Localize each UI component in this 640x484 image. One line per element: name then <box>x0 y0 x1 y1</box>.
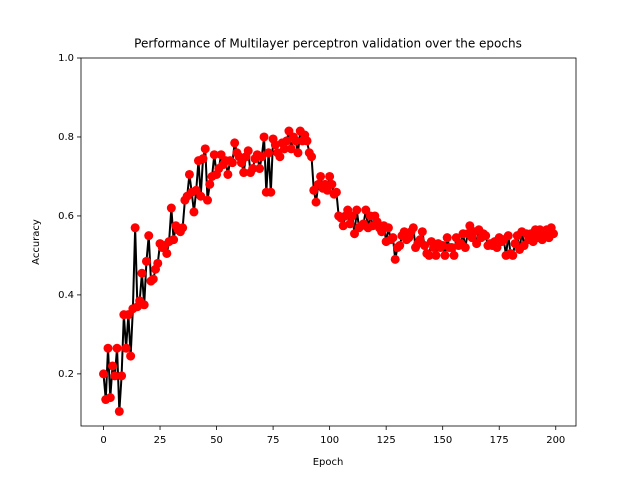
x-tick-label: 100 <box>320 435 339 446</box>
data-point <box>141 256 151 266</box>
data-point <box>209 150 219 160</box>
x-tick-label: 50 <box>210 435 223 446</box>
data-point <box>178 223 188 233</box>
x-tick-label: 150 <box>433 435 452 446</box>
data-point <box>460 243 470 253</box>
data-point <box>417 227 427 237</box>
data-point <box>440 250 450 260</box>
data-point <box>166 203 176 213</box>
data-point <box>449 250 459 260</box>
data-point <box>153 258 163 268</box>
data-point <box>307 152 317 162</box>
data-point <box>282 136 292 146</box>
data-point <box>275 152 285 162</box>
data-point <box>227 158 237 168</box>
data-point <box>316 171 326 181</box>
data-point <box>431 250 441 260</box>
data-point <box>408 223 418 233</box>
data-point <box>114 406 124 416</box>
data-point <box>112 343 122 353</box>
data-point <box>291 136 301 146</box>
y-axis-label: Accuracy <box>31 219 42 265</box>
data-point <box>259 132 269 142</box>
data-point <box>311 197 321 207</box>
data-point <box>327 179 337 189</box>
data-point <box>338 221 348 231</box>
data-point <box>390 254 400 264</box>
data-point <box>383 223 393 233</box>
x-tick-label: 200 <box>546 435 565 446</box>
data-point <box>345 219 355 229</box>
data-point <box>205 179 215 189</box>
data-point <box>270 140 280 150</box>
y-tick-label: 0.2 <box>58 369 74 380</box>
data-point <box>108 361 118 371</box>
x-tick-label: 25 <box>154 435 167 446</box>
x-tick-label: 75 <box>267 435 280 446</box>
y-tick-label: 0.8 <box>58 132 74 143</box>
data-point <box>184 169 194 179</box>
data-point <box>139 300 149 310</box>
data-point <box>189 207 199 217</box>
data-point <box>230 138 240 148</box>
data-point <box>203 195 213 205</box>
data-point <box>388 233 398 243</box>
data-point <box>420 241 430 251</box>
data-point <box>200 144 210 154</box>
data-point <box>481 231 491 241</box>
data-point <box>148 274 158 284</box>
data-point <box>395 241 405 251</box>
data-point <box>255 164 265 174</box>
data-point <box>325 171 335 181</box>
plot-frame <box>80 57 577 427</box>
data-point <box>447 243 457 253</box>
data-point <box>110 371 120 381</box>
x-tick-label: 175 <box>490 435 509 446</box>
data-point <box>126 351 136 361</box>
data-point <box>257 152 267 162</box>
data-point <box>103 343 113 353</box>
data-point <box>503 231 513 241</box>
data-point <box>264 148 274 158</box>
data-point <box>279 144 289 154</box>
data-point <box>331 187 341 197</box>
data-point <box>137 268 147 278</box>
data-point <box>243 146 253 156</box>
x-tick-label: 125 <box>377 435 396 446</box>
chart-title: Performance of Multilayer perceptron val… <box>134 37 522 51</box>
data-point <box>442 233 452 243</box>
y-tick-label: 1.0 <box>58 53 74 64</box>
data-point <box>239 168 249 178</box>
data-point <box>99 369 108 379</box>
data-point <box>302 136 312 146</box>
data-point <box>130 223 140 233</box>
x-axis-label: Epoch <box>313 457 344 468</box>
data-point <box>223 169 233 179</box>
data-point <box>105 393 115 403</box>
data-point <box>121 343 131 353</box>
data-point <box>293 148 303 158</box>
data-point <box>286 144 296 154</box>
x-tick-label: 0 <box>100 435 106 446</box>
data-point <box>169 235 179 245</box>
data-point <box>196 191 206 201</box>
data-point <box>198 154 208 164</box>
data-point <box>549 229 558 239</box>
data-point <box>508 250 518 260</box>
data-point <box>266 187 276 197</box>
data-point <box>424 250 434 260</box>
data-point <box>248 164 258 174</box>
y-tick-label: 0.6 <box>58 211 74 222</box>
data-point <box>144 231 154 241</box>
data-point <box>352 205 362 215</box>
data-point <box>117 371 127 381</box>
data-point <box>438 241 448 251</box>
y-tick-label: 0.4 <box>58 290 74 301</box>
data-point <box>162 248 172 258</box>
